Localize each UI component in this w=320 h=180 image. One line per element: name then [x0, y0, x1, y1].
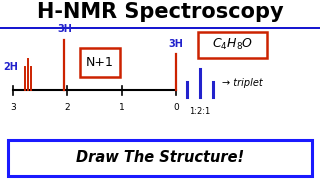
FancyBboxPatch shape: [198, 31, 267, 58]
Text: 3H: 3H: [57, 24, 72, 34]
Text: 2H: 2H: [3, 62, 18, 72]
Text: 3: 3: [10, 103, 16, 112]
FancyBboxPatch shape: [80, 48, 120, 77]
Text: 1: 1: [119, 103, 124, 112]
Text: 3H: 3H: [169, 39, 183, 49]
Text: Draw The Structure!: Draw The Structure!: [76, 150, 244, 165]
Text: 1:2:1: 1:2:1: [189, 107, 211, 116]
Text: $C_4H_8O$: $C_4H_8O$: [212, 37, 253, 52]
Text: 2: 2: [64, 103, 70, 112]
Text: H-NMR Spectroscopy: H-NMR Spectroscopy: [37, 2, 283, 22]
Text: → triplet: → triplet: [222, 78, 263, 88]
FancyBboxPatch shape: [8, 140, 312, 176]
Text: 0: 0: [173, 103, 179, 112]
Text: N+1: N+1: [86, 56, 114, 69]
